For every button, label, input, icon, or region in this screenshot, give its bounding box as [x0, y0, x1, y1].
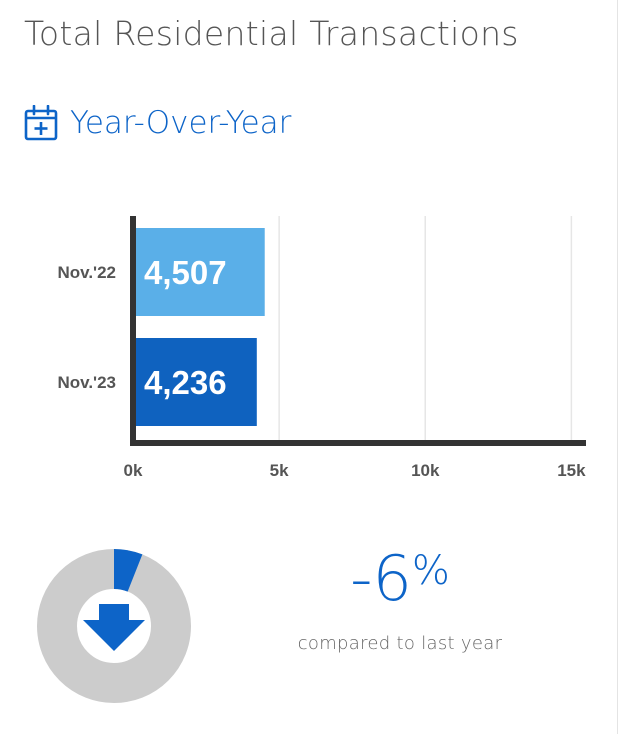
panel-edge — [617, 0, 618, 734]
page-title: Total Residential Transactions — [24, 14, 519, 53]
category-label: Nov.'23 — [57, 373, 116, 392]
section-label: Year-Over-Year — [70, 105, 292, 141]
change-ring — [37, 549, 191, 703]
bar-chart: Nov.'22 4,507 Nov.'23 4,236 0k 5k 10k 15k — [57, 216, 586, 480]
x-tick-label: 15k — [557, 461, 586, 480]
change-number: -6 — [350, 542, 412, 615]
calendar-plus-icon — [24, 105, 58, 141]
value-label: 4,236 — [144, 364, 227, 401]
change-caption: compared to last year — [297, 633, 503, 654]
bar — [136, 338, 257, 426]
arrow-down-icon — [83, 604, 145, 651]
change-unit: % — [411, 548, 450, 594]
x-tick-label: 0k — [124, 461, 143, 480]
x-tick-label: 5k — [270, 461, 289, 480]
bar — [136, 228, 265, 316]
value-label: 4,507 — [144, 254, 227, 291]
section-heading: Year-Over-Year — [24, 100, 291, 146]
change-value: -6% — [280, 548, 520, 610]
category-label: Nov.'22 — [57, 263, 116, 282]
x-tick-label: 10k — [411, 461, 440, 480]
ring-fill — [37, 549, 191, 703]
